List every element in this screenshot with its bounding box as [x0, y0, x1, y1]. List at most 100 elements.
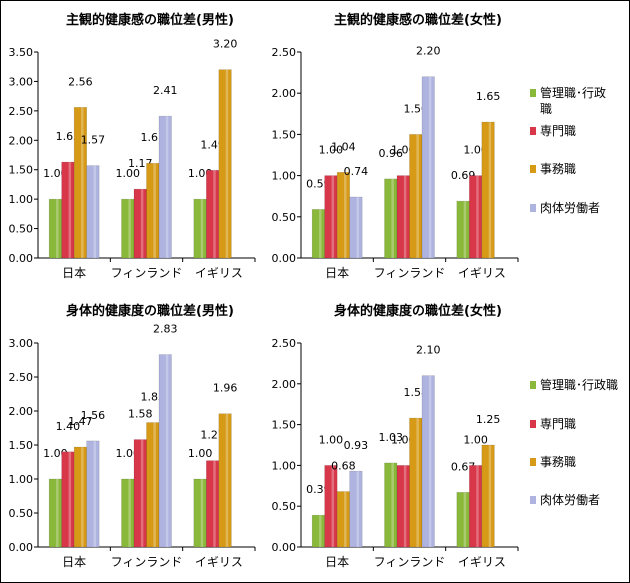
bar-highlight [403, 175, 407, 258]
bar-highlight [331, 465, 335, 547]
bar-highlight [68, 162, 72, 258]
y-tick-label: 2.50 [272, 46, 297, 59]
data-label: 2.83 [153, 323, 178, 336]
bar [206, 170, 220, 259]
legend-label: 管理職･行政 [540, 85, 606, 100]
bar-highlight [140, 189, 144, 258]
y-tick-label: 1.50 [9, 164, 34, 177]
legend-label: 肉体労働者 [540, 493, 600, 507]
bar [48, 478, 62, 548]
data-label: 1.47 [68, 415, 93, 428]
bar-highlight [476, 175, 479, 258]
data-label: 1.96 [213, 382, 238, 395]
bar-highlight [319, 209, 322, 258]
chart-title: 身体的健康度の職位差(女性) [334, 303, 502, 319]
bar [469, 175, 483, 259]
bar [121, 198, 135, 259]
y-tick-label: 0.00 [272, 541, 297, 554]
bar [421, 375, 435, 548]
bar [61, 451, 75, 548]
bar-highlight [488, 122, 492, 258]
y-tick-label: 0.00 [272, 252, 297, 265]
data-label: 0.39 [306, 483, 331, 496]
y-tick-label: 1.00 [9, 193, 34, 206]
bar-highlight [356, 471, 360, 547]
bar-highlight [391, 178, 394, 258]
bar-highlight [428, 375, 432, 547]
data-label: 0.67 [451, 460, 476, 473]
legend-label: 事務職 [540, 162, 576, 176]
y-tick-label: 2.50 [9, 105, 34, 118]
data-label: 1.50 [404, 102, 429, 115]
data-label: 3.20 [213, 38, 238, 51]
bar [469, 465, 483, 548]
chart-title: 主観的健康感の職位差(女性) [334, 12, 502, 28]
y-tick-label: 1.00 [272, 170, 297, 183]
bar [409, 134, 423, 259]
bar [349, 196, 363, 259]
data-label: 1.00 [188, 167, 213, 180]
bar [133, 188, 147, 259]
y-tick-label: 1.50 [272, 419, 297, 432]
bar-highlight [153, 163, 156, 258]
bar-highlight [81, 447, 84, 547]
bar-highlight [319, 515, 322, 547]
data-label: 1.83 [141, 391, 166, 404]
bar [349, 470, 363, 548]
y-tick-label: 0.00 [9, 541, 34, 554]
x-tick-label: 日本 [62, 555, 86, 569]
chart-title: 身体的健康度の職位差(男性) [66, 303, 234, 319]
data-label: 1.58 [128, 408, 153, 421]
bar-highlight [463, 492, 467, 547]
data-label: 2.20 [416, 45, 441, 58]
legend-label-cont: 職 [540, 102, 552, 116]
bar-highlight [225, 413, 229, 547]
bar-highlight [93, 165, 97, 258]
bar-highlight [56, 199, 59, 258]
bar [206, 460, 220, 548]
data-label: 1.00 [319, 433, 344, 446]
data-label: 0.59 [306, 177, 331, 190]
data-label: 1.00 [43, 167, 68, 180]
data-label: 1.61 [141, 131, 166, 144]
data-label: 1.00 [43, 447, 68, 460]
data-label: 1.27 [200, 429, 225, 442]
bar [421, 76, 435, 259]
bar [86, 440, 100, 548]
bar-highlight [93, 440, 97, 547]
x-tick-label: イギリス [195, 266, 243, 280]
bar [396, 175, 410, 259]
y-tick-label: 0.50 [272, 500, 297, 513]
bar-highlight [68, 451, 72, 547]
bar [193, 198, 207, 259]
y-tick-label: 3.00 [9, 337, 34, 350]
y-tick-label: 3.50 [9, 46, 34, 59]
bar-highlight [213, 460, 216, 547]
bar-highlight [128, 479, 131, 547]
chart-title: 主観的健康感の職位差(男性) [66, 12, 234, 28]
bar-highlight [213, 170, 216, 258]
bar [481, 121, 495, 259]
y-tick-label: 2.00 [9, 134, 34, 147]
data-label: 1.49 [200, 138, 225, 151]
x-tick-label: フィンランド [374, 555, 446, 569]
y-tick-label: 1.00 [272, 459, 297, 472]
data-label: 1.00 [319, 144, 344, 157]
data-label: 0.96 [379, 147, 404, 160]
chart-panel-2: 主観的健康感の職位差(女性) 0.00 0.50 1.00 1.50 2.00 2.50 日本… [272, 12, 607, 280]
bar [336, 172, 350, 259]
data-label: 0.68 [331, 460, 356, 473]
y-tick-label: 2.50 [9, 371, 34, 384]
legend-swatch [530, 496, 536, 504]
bar [456, 200, 470, 259]
bar [456, 492, 470, 548]
legend-label: 専門職 [540, 417, 576, 431]
legend-swatch [530, 204, 536, 212]
data-label: 1.57 [81, 134, 106, 147]
y-tick-label: 2.50 [272, 337, 297, 350]
bar-highlight [331, 175, 335, 258]
bar [146, 422, 160, 548]
chart-panel-4: 身体的健康度の職位差(女性) 0.00 0.50 1.00 1.50 2.00 2.50 日本… [272, 303, 619, 569]
bar-highlight [344, 491, 347, 547]
